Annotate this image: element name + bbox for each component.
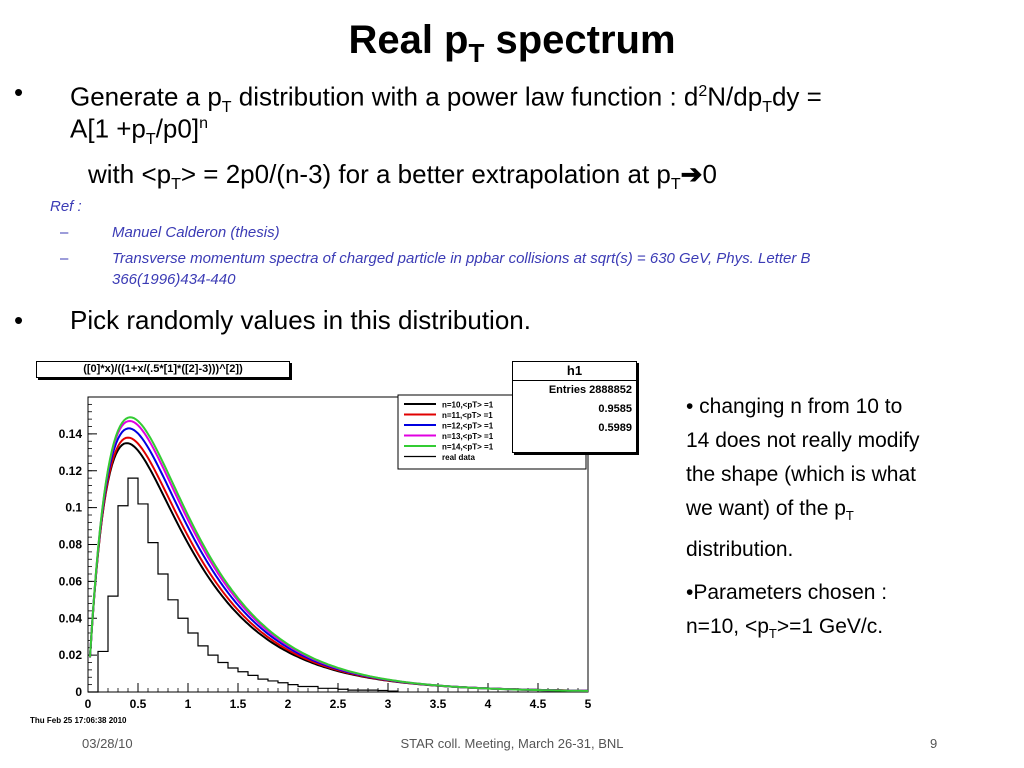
side-note-1: • changing n from 10 to 14 does not real… [686, 390, 1016, 567]
x-tick-label: 4.5 [530, 697, 547, 711]
side-note-1-line: distribution. [686, 538, 794, 562]
bullet-1-line-2: A[1 +pT/p0]n [70, 113, 208, 148]
y-tick-label: 0.12 [59, 464, 83, 478]
side-note-2: •Parameters chosen : n=10, <pT>=1 GeV/c. [686, 576, 1016, 651]
stats-title: h1 [513, 362, 636, 381]
footer-date: 03/28/10 [82, 736, 133, 751]
side-note-1-line: 14 does not really modify [686, 429, 920, 452]
bullet-1-line-3: with <pT> = 2p0/(n-3) for a better extra… [88, 159, 717, 194]
footer-page-number: 9 [930, 736, 938, 751]
side-note-2-line: n=10, <pT>=1 GeV/c. [686, 615, 884, 642]
x-tick-label: 0 [85, 697, 92, 711]
bullet-2: Pick randomly values in this distributio… [70, 305, 531, 335]
ref-1: Manuel Calderon (thesis) [112, 224, 280, 241]
y-tick-label: 0.1 [65, 501, 82, 515]
y-tick-label: 0.02 [59, 648, 83, 662]
stats-row: 0.5989 [598, 422, 632, 434]
stats-row: Entries 2888852 [548, 384, 632, 396]
legend-label: n=12,<pT> =1 [442, 422, 494, 431]
y-tick-label: 0.14 [59, 427, 83, 441]
slide-title: Real pT spectrum [348, 18, 676, 68]
ref-2-line-2: 366(1996)434-440 [112, 271, 236, 288]
x-tick-label: 1.5 [230, 697, 247, 711]
root-canvas: 0 0.5 1 1.5 2 2.5 3 3.5 4 4.5 5 0 0.02 0.04 0.06 0.08 0.… [28, 355, 648, 730]
ref-2-line-1: Transverse momentum spectra of charged p… [112, 250, 811, 267]
y-tick-label: 0.04 [59, 611, 83, 625]
x-tick-label: 1 [185, 697, 192, 711]
right-arrow-icon: ➔ [680, 159, 703, 189]
side-note-2-line: •Parameters chosen : [686, 581, 888, 604]
stats-box: h1 Entries 2888852 0.9585 0.5989 [512, 361, 637, 453]
real-data-histogram [88, 477, 399, 693]
legend-label: n=10,<pT> =1 [442, 401, 494, 410]
y-tick-label: 0.06 [59, 574, 83, 588]
bullet-symbol-2: • [14, 305, 24, 335]
y-tick-label: 0.08 [59, 538, 83, 552]
x-tick-label: 0.5 [130, 697, 147, 711]
x-tick-label: 2 [285, 697, 292, 711]
series-line-n14 [89, 416, 588, 692]
legend-label: n=14,<pT> =1 [442, 443, 494, 452]
footer-meeting: STAR coll. Meeting, March 26-31, BNL [400, 736, 624, 751]
bullet-symbol: • [14, 77, 24, 107]
side-note-1-line: • changing n from 10 to [686, 395, 903, 418]
legend-label: real data [442, 453, 475, 462]
plot-timestamp: Thu Feb 25 17:06:38 2010 [30, 716, 127, 725]
y-tick-label: 0 [75, 685, 82, 699]
x-tick-label: 3 [385, 697, 392, 711]
legend-label: n=13,<pT> =1 [442, 432, 494, 441]
ref-dash-1: – [60, 224, 69, 241]
stats-row: 0.9585 [598, 403, 632, 415]
legend-label: n=11,<pT> =1 [442, 411, 493, 420]
ref-header: Ref : [50, 198, 82, 215]
bullet-1-line-1: Generate a pT distribution with a power … [70, 81, 822, 116]
x-tick-label: 4 [485, 697, 492, 711]
spectrum-chart: 0 0.5 1 1.5 2 2.5 3 3.5 4 4.5 5 0 0.02 0.04 0.06 0.08 0.… [59, 394, 592, 711]
ref-dash-2: – [60, 250, 69, 267]
x-tick-label: 5 [585, 697, 592, 711]
function-label: ([0]*x)/((1+x/(.5*[1]*([2]-3)))^[2]) [36, 361, 290, 378]
side-note-1-line: we want) of the pT [686, 497, 854, 524]
x-tick-label: 3.5 [430, 697, 447, 711]
x-tick-label: 2.5 [330, 697, 347, 711]
side-note-1-line: the shape (which is what [686, 463, 916, 486]
